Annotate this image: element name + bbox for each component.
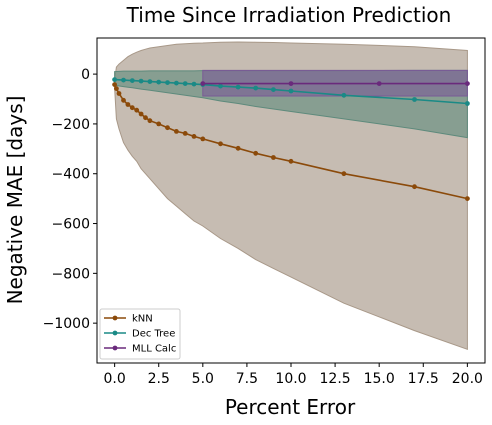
data-point-0-17 [235, 145, 241, 151]
legend-marker-1 [112, 330, 118, 336]
y-tick-label-3: −600 [52, 217, 90, 233]
x-tick-label-3: 7.5 [236, 371, 258, 387]
data-point-1-14 [271, 87, 276, 92]
data-point-1-2 [129, 78, 135, 83]
x-axis: 0.0 2.5 5.0 7.5 10.0 12.5 15.0 17.5 20.0 [104, 363, 483, 387]
y-tick-label-1: −200 [52, 117, 90, 133]
data-point-1-15 [288, 88, 294, 94]
data-point-0-7 [138, 111, 144, 117]
x-tick-label-2: 5.0 [192, 371, 214, 387]
data-point-2-0 [200, 81, 206, 86]
data-point-1-16 [341, 92, 347, 98]
data-point-0-1 [114, 86, 119, 91]
legend: kNN Dec Tree MLL Calc [99, 308, 181, 360]
data-point-0-10 [156, 121, 162, 127]
x-axis-label: Percent Error [225, 395, 356, 419]
data-point-0-13 [182, 131, 188, 136]
data-point-1-13 [253, 85, 259, 91]
x-tick-label-0: 0.0 [104, 371, 126, 387]
data-point-0-18 [253, 150, 259, 156]
data-point-2-3 [465, 81, 470, 86]
data-point-0-12 [174, 129, 179, 134]
data-point-1-1 [121, 77, 126, 83]
x-tick-label-8: 20.0 [452, 371, 483, 387]
data-point-1-9 [191, 81, 197, 87]
legend-marker-2 [112, 345, 118, 351]
x-tick-label-6: 15.0 [364, 371, 395, 387]
data-point-0-16 [218, 141, 223, 147]
data-point-2-2 [376, 81, 382, 86]
data-point-0-9 [147, 118, 153, 124]
data-point-1-11 [218, 83, 223, 89]
data-point-2-1 [288, 81, 294, 86]
y-tick-label-5: −1000 [43, 316, 90, 332]
data-point-0-8 [143, 115, 148, 121]
y-tick-label-0: 0 [81, 67, 90, 83]
data-point-0-3 [121, 97, 126, 103]
x-tick-label-5: 12.5 [320, 371, 351, 387]
y-axis: 0 −200 −400 −600 −800 −1000 [43, 67, 97, 332]
data-point-0-2 [116, 91, 122, 96]
data-point-0-5 [129, 105, 135, 111]
data-point-0-11 [165, 125, 170, 131]
chart-title: Time Since Irradiation Prediction [126, 3, 452, 27]
data-point-1-8 [182, 81, 188, 86]
legend-label-0: kNN [132, 314, 153, 325]
data-point-1-18 [465, 101, 470, 106]
legend-label-1: Dec Tree [132, 329, 175, 340]
data-point-1-12 [235, 84, 241, 90]
x-tick-label-7: 17.5 [408, 371, 439, 387]
x-tick-label-1: 2.5 [148, 371, 170, 387]
data-point-1-3 [138, 78, 144, 84]
data-point-0-22 [412, 184, 417, 190]
data-point-1-4 [147, 79, 153, 84]
data-point-0-0 [112, 82, 117, 87]
band-layer [114, 41, 468, 351]
data-point-0-23 [465, 196, 470, 202]
legend-label-2: MLL Calc [132, 344, 176, 355]
data-point-0-20 [288, 158, 294, 164]
data-point-0-15 [200, 136, 206, 142]
line-layer [112, 77, 470, 202]
y-axis-label: Negative MAE [days] [3, 96, 27, 305]
data-point-1-0 [112, 77, 117, 82]
data-point-0-4 [125, 102, 131, 107]
data-point-1-7 [174, 80, 179, 86]
y-tick-label-4: −800 [52, 266, 90, 282]
y-tick-label-2: −400 [52, 167, 90, 183]
data-point-1-5 [156, 79, 162, 85]
legend-marker-0 [112, 315, 118, 321]
legend-box [99, 308, 181, 360]
data-point-0-14 [191, 134, 197, 139]
data-point-0-19 [271, 155, 276, 160]
x-tick-label-4: 10.0 [275, 371, 306, 387]
data-point-0-6 [134, 107, 140, 113]
data-point-1-17 [412, 97, 417, 102]
data-point-0-21 [341, 171, 347, 177]
data-point-1-6 [165, 80, 170, 85]
